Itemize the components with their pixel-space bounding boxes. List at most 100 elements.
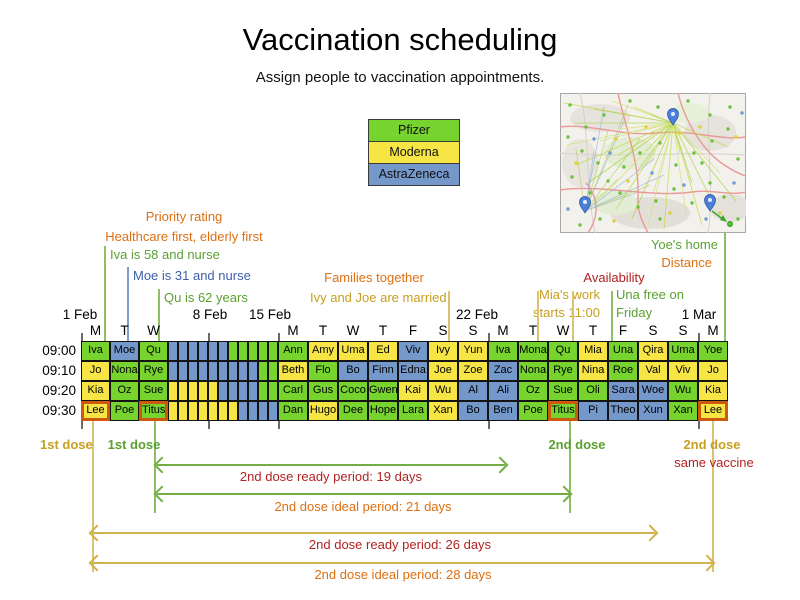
- schedule-cell: [268, 381, 278, 401]
- time-label: 09:10: [42, 363, 76, 378]
- schedule-cell: Zac: [488, 361, 518, 381]
- schedule-cell: Rye: [548, 361, 578, 381]
- schedule-cell: Lara: [398, 401, 428, 421]
- schedule-cell: Poe: [110, 401, 139, 421]
- schedule-cell: Xun: [638, 401, 668, 421]
- time-label: 09:30: [42, 403, 76, 418]
- schedule-cell: Wu: [428, 381, 458, 401]
- first-dose-green-label: 1st dose: [107, 437, 161, 452]
- day-label: S: [648, 323, 658, 338]
- first-dose-yellow-label: 1st dose: [40, 437, 93, 452]
- schedule-cell: [168, 401, 178, 421]
- schedule-cell: [218, 341, 228, 361]
- second-dose-green-label: 2nd dose: [548, 437, 606, 452]
- schedule-cell: Hope: [368, 401, 398, 421]
- day-label: M: [707, 323, 719, 338]
- legend-item-moderna: Moderna: [369, 141, 459, 163]
- qu-pointer-line: [158, 289, 160, 350]
- mia-pointer-line-right: [572, 291, 574, 346]
- schedule-cell: [178, 401, 188, 421]
- schedule-cell: [218, 361, 228, 381]
- iva-note: Iva is 58 and nurse: [110, 247, 220, 262]
- schedule-cell: Gwen: [368, 381, 398, 401]
- schedule-cell: Wu: [668, 381, 698, 401]
- schedule-cell: [178, 341, 188, 361]
- week-tick: [208, 333, 210, 341]
- day-label: T: [588, 323, 598, 338]
- date-label: 15 Feb: [248, 307, 292, 322]
- schedule-cell: [198, 401, 208, 421]
- schedule-cell: Woe: [638, 381, 668, 401]
- schedule-cell: Titus: [139, 401, 168, 421]
- legend-item-pfizer: Pfizer: [369, 120, 459, 141]
- schedule-cell: Viv: [668, 361, 698, 381]
- schedule-cell: Oz: [518, 381, 548, 401]
- schedule-cell: Iva: [81, 341, 110, 361]
- first-dose-yellow-line: [92, 421, 94, 572]
- ready-period-19-label: 2nd dose ready period: 19 days: [239, 469, 423, 484]
- second-dose-green-line: [569, 421, 571, 513]
- priority-rating-label: Priority rating: [145, 209, 223, 224]
- ivy-joe-note: Ivy and Joe are married: [310, 290, 447, 305]
- schedule-cell: Qu: [548, 341, 578, 361]
- week-tick: [488, 333, 490, 341]
- schedule-cell: Viv: [398, 341, 428, 361]
- schedule-cell: Pi: [578, 401, 608, 421]
- schedule-cell: [268, 361, 278, 381]
- schedule-cell: [248, 341, 258, 361]
- schedule-cell: Dee: [338, 401, 368, 421]
- schedule-cell: [188, 341, 198, 361]
- day-label: F: [408, 323, 418, 338]
- moe-pointer-line: [127, 267, 129, 350]
- date-label: 1 Mar: [681, 307, 717, 322]
- schedule-cell: Qu: [139, 341, 168, 361]
- schedule-cell: Qira: [638, 341, 668, 361]
- schedule-cell: [218, 401, 228, 421]
- schedule-cell: [208, 341, 218, 361]
- mia-pointer-line-left: [537, 291, 539, 346]
- schedule-cell: [238, 361, 248, 381]
- schedule-cell: [178, 381, 188, 401]
- schedule-cell: Hugo: [308, 401, 338, 421]
- day-label: T: [120, 323, 129, 338]
- schedule-cell: Rye: [139, 361, 168, 381]
- schedule-cell: [228, 341, 238, 361]
- schedule-cell: Titus: [548, 401, 578, 421]
- schedule-cell: [208, 381, 218, 401]
- schedule-cell: Val: [638, 361, 668, 381]
- day-label: W: [556, 323, 570, 338]
- week-tick: [278, 333, 280, 341]
- map-image: [560, 93, 746, 233]
- ivy-joe-pointer-line: [448, 291, 450, 350]
- ready-period-19-arrow: [157, 464, 505, 466]
- schedule-cell: Finn: [368, 361, 398, 381]
- ready-period-26-label: 2nd dose ready period: 26 days: [308, 537, 492, 552]
- week-tick: [698, 421, 700, 429]
- page-title: Vaccination scheduling: [242, 22, 558, 57]
- schedule-cell: Zoe: [458, 361, 488, 381]
- schedule-cell: [258, 341, 268, 361]
- schedule-cell: [168, 361, 178, 381]
- map-pin-icon: [579, 108, 716, 214]
- schedule-cell: [248, 381, 258, 401]
- schedule-cell: [178, 361, 188, 381]
- schedule-cell: Ali: [488, 381, 518, 401]
- schedule-cell: Xan: [428, 401, 458, 421]
- schedule-cell: [198, 341, 208, 361]
- week-tick: [278, 421, 280, 429]
- week-tick: [208, 421, 210, 429]
- yoe-home-label: Yoe's home: [650, 237, 718, 252]
- day-label: T: [378, 323, 388, 338]
- schedule-cell: [228, 361, 238, 381]
- day-label: S: [678, 323, 688, 338]
- same-vaccine-label: same vaccine: [674, 455, 754, 470]
- availability-label: Availability: [583, 270, 645, 285]
- schedule-cell: [268, 341, 278, 361]
- schedule-cell: Iva: [488, 341, 518, 361]
- week-tick: [81, 333, 83, 341]
- schedule-cell: Kai: [398, 381, 428, 401]
- day-label: M: [287, 323, 299, 338]
- schedule-cell: Xan: [668, 401, 698, 421]
- schedule-cell: Beth: [278, 361, 308, 381]
